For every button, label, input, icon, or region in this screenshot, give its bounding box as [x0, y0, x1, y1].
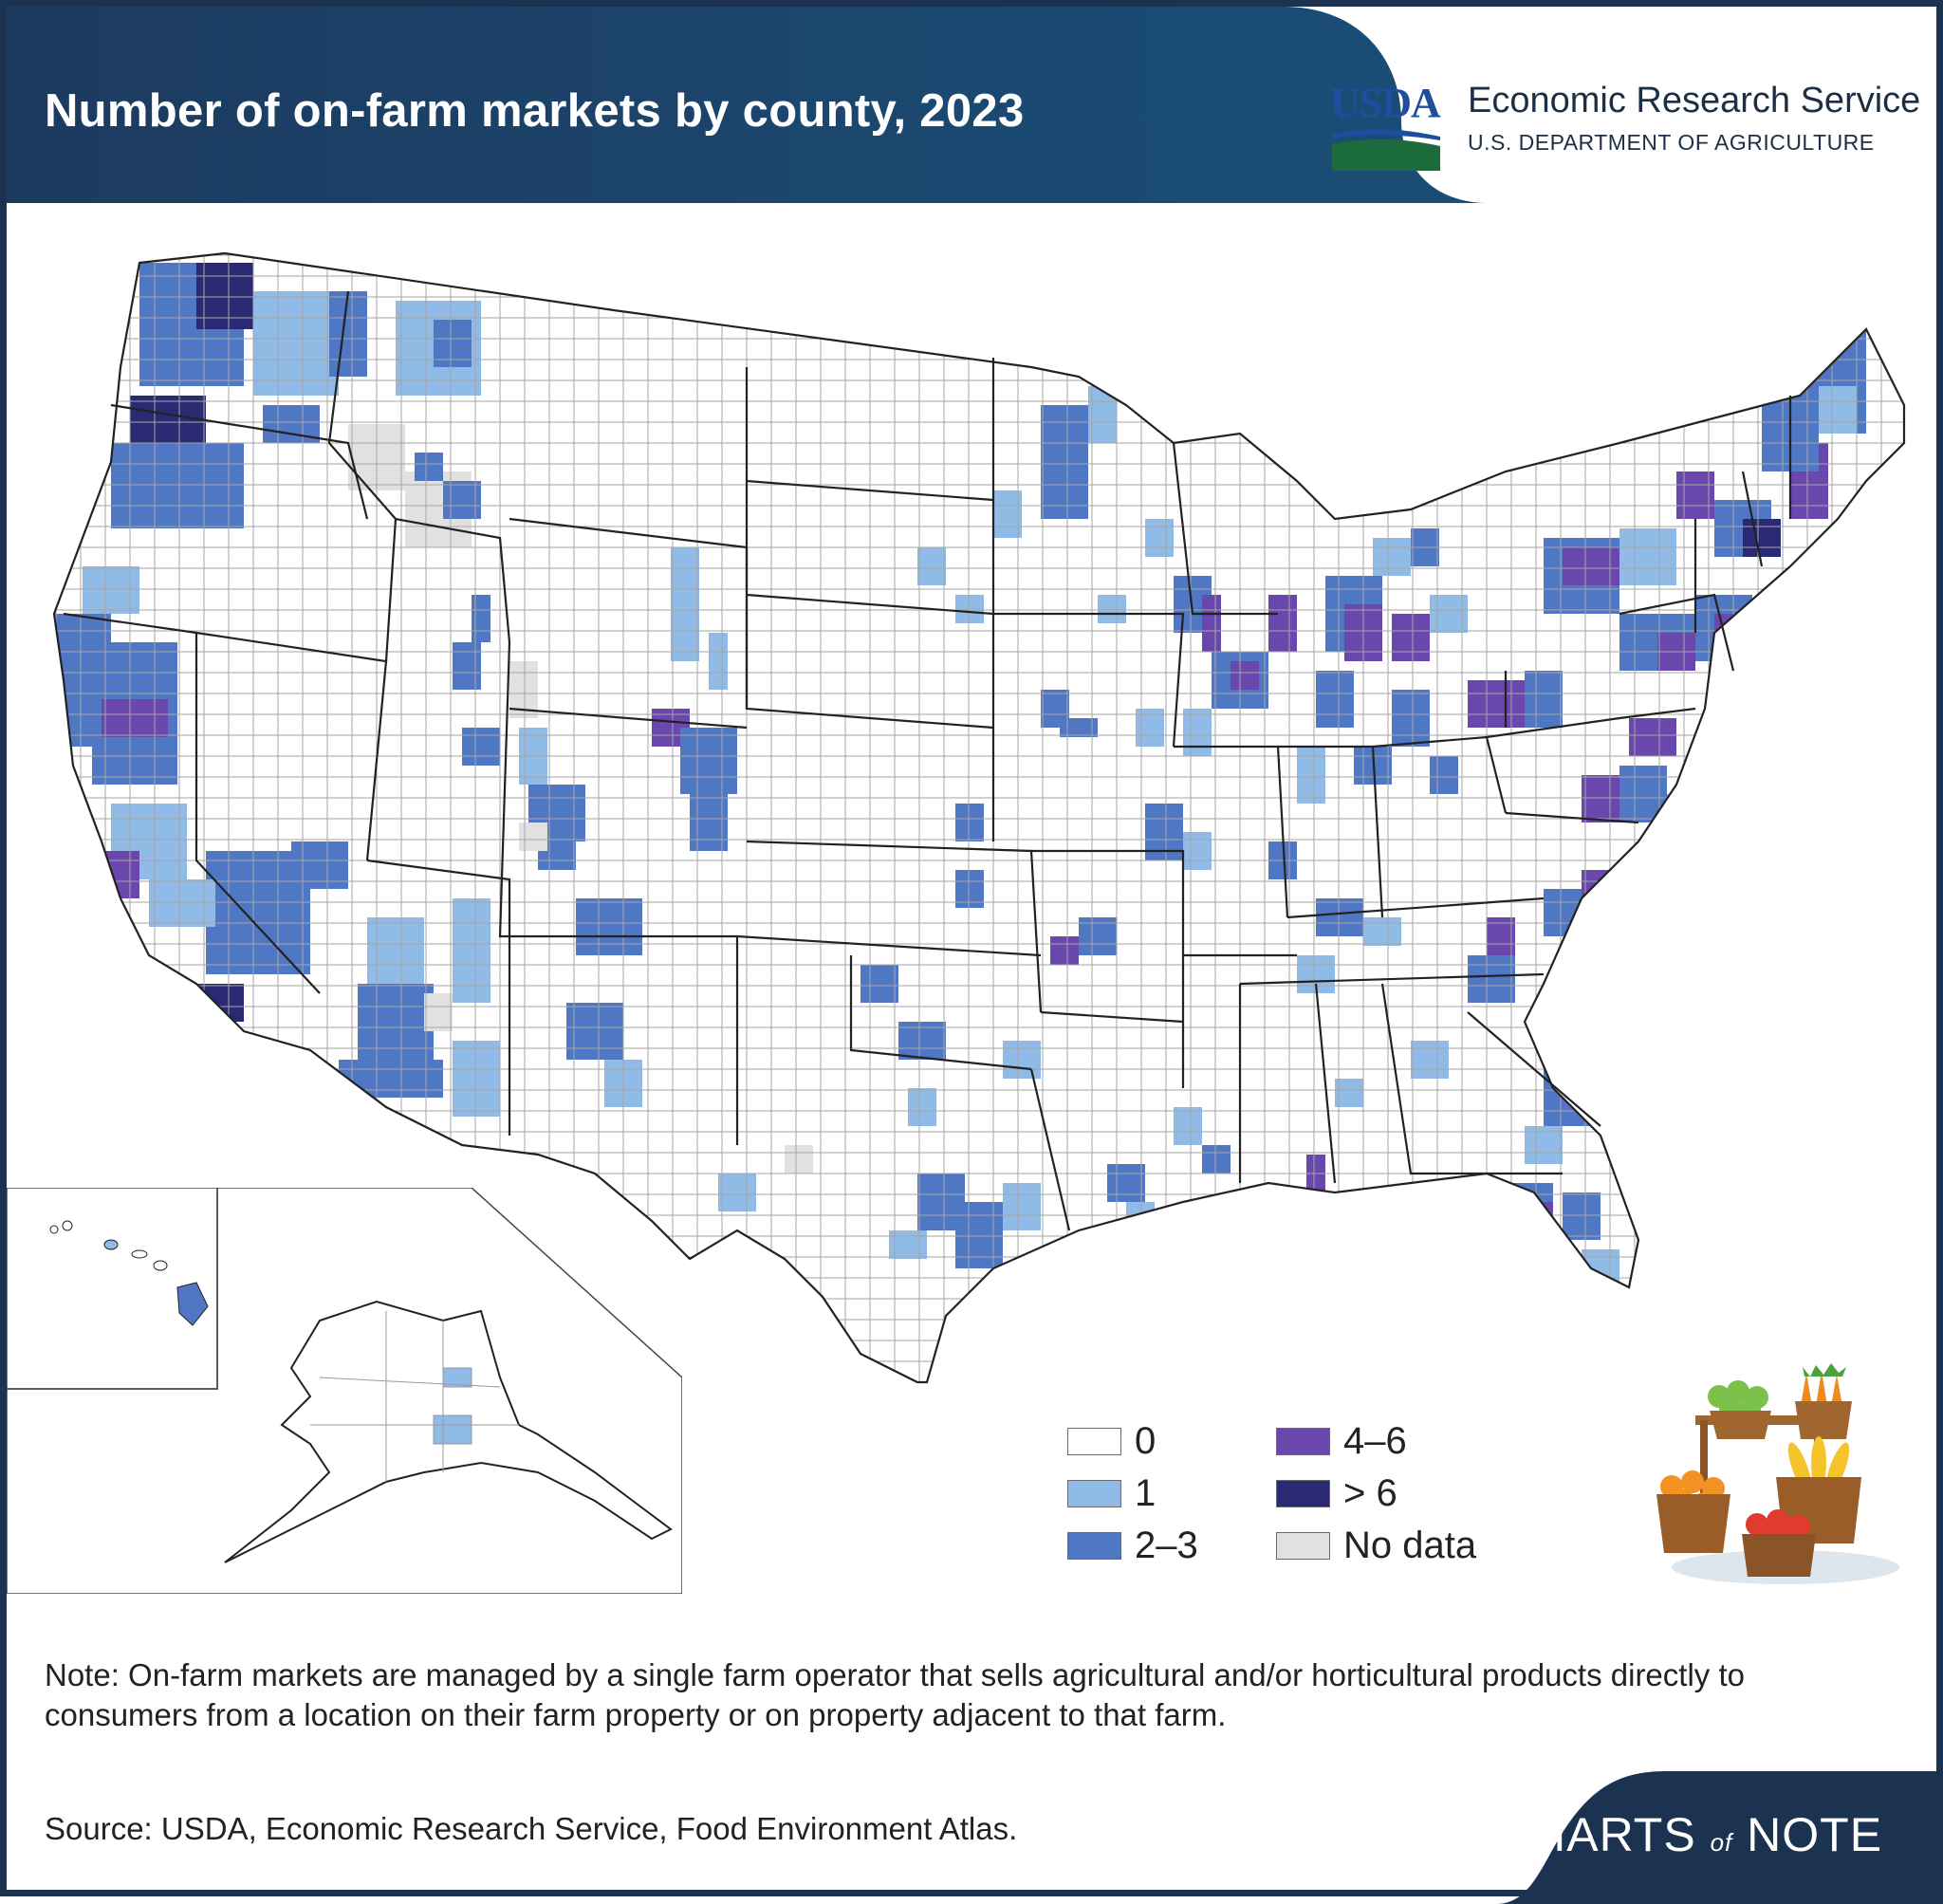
legend-swatch-2-3 — [1067, 1532, 1121, 1560]
legend-label-2-3: 2–3 — [1135, 1525, 1198, 1566]
legend: 0 1 2–3 4–6 > 6 No data — [1067, 1420, 1542, 1581]
county-boundaries — [54, 253, 1904, 1382]
state-boundaries — [52, 251, 1906, 1384]
hawaii-islands — [49, 1220, 209, 1326]
charts-of-note-logo: CHARTS of NOTE — [1496, 1807, 1882, 1862]
produce-basket-illustration — [1656, 1363, 1899, 1584]
legend-item-4-6: 4–6 — [1276, 1420, 1407, 1463]
note-word: NOTE — [1747, 1808, 1883, 1861]
legend-item-no-data: No data — [1276, 1525, 1476, 1567]
legend-item-0: 0 — [1067, 1420, 1156, 1463]
legend-swatch-4-6 — [1276, 1428, 1330, 1455]
legend-label-gt-6: > 6 — [1343, 1472, 1397, 1514]
legend-swatch-gt-6 — [1276, 1480, 1330, 1507]
page-title: Number of on-farm markets by county, 202… — [45, 85, 1025, 137]
header-curve — [1174, 7, 1487, 203]
alaska — [224, 1300, 673, 1563]
legend-label-4-6: 4–6 — [1343, 1420, 1407, 1462]
note-text: Note: On-farm markets are managed by a s… — [45, 1657, 1745, 1732]
legend-swatch-1 — [1067, 1480, 1121, 1507]
charts-word: CHARTS — [1496, 1808, 1696, 1861]
header-band — [7, 7, 1240, 203]
footer-band — [1496, 1771, 1943, 1904]
legend-label-1: 1 — [1135, 1472, 1157, 1514]
legend-item-1: 1 — [1067, 1472, 1156, 1515]
legend-swatch-no-data — [1276, 1532, 1330, 1560]
legend-label-no-data: No data — [1343, 1525, 1477, 1566]
source-text: Source: USDA, Economic Research Service,… — [45, 1811, 1018, 1846]
legend-item-gt-6: > 6 — [1276, 1472, 1397, 1515]
legend-swatch-0 — [1067, 1428, 1121, 1455]
county-map-contiguous-us — [52, 251, 1906, 1384]
alaska-hawaii-inset — [7, 1188, 682, 1594]
department-name: U.S. DEPARTMENT OF AGRICULTURE — [1468, 130, 1875, 155]
usda-logo-text: USDA — [1330, 80, 1441, 126]
legend-label-0: 0 — [1135, 1420, 1157, 1462]
usda-logo-swoosh — [1332, 129, 1440, 171]
usda-logo: USDA — [1330, 79, 1442, 176]
agency-name: Economic Research Service — [1468, 81, 1921, 120]
legend-item-2-3: 2–3 — [1067, 1525, 1198, 1567]
of-word: of — [1710, 1828, 1733, 1857]
